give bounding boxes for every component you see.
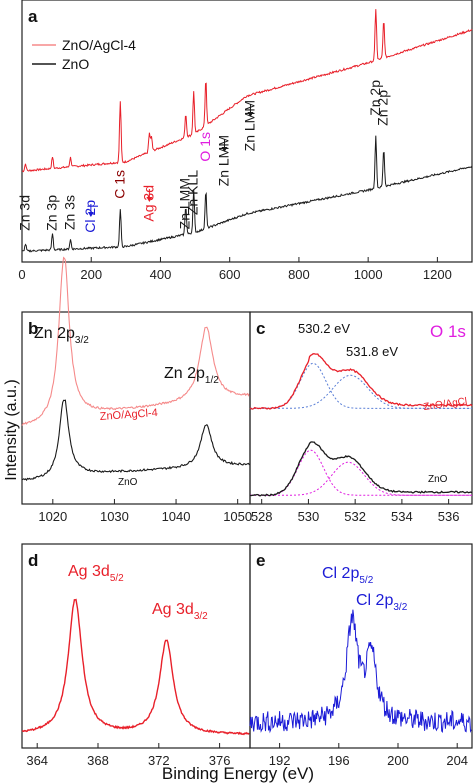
panel-a-xtick-label: 200	[80, 267, 102, 282]
panel-a-xtick-label: 1200	[423, 267, 452, 282]
panel-a-legend-label: ZnO/AgCl-4	[62, 37, 136, 53]
panel-b-series-line	[21, 399, 250, 482]
panel-e-peak-label: Cl 2p5/2	[322, 565, 374, 586]
panel-a-xtick-label: 0	[18, 267, 25, 282]
panel-d-frame	[21, 543, 251, 749]
panel-c-series-label: ZnO	[428, 474, 448, 485]
panel-e-xtick-label: 192	[269, 753, 291, 768]
panel-a-peak-annotation: O 1s	[197, 132, 213, 162]
panel-a-annotation-arrowhead	[146, 197, 153, 202]
panel-b-peak-label: Zn 2p3/2	[34, 325, 89, 346]
peak-label-main: Zn 2p	[34, 325, 75, 342]
panel-b-series-label: ZnO	[118, 477, 138, 488]
panel-d-series-line	[21, 598, 250, 736]
peak-label-main: Cl 2p	[356, 592, 393, 609]
panel-c-component-curve	[250, 362, 472, 409]
panel-a-xtick-label: 400	[150, 267, 172, 282]
panel-c-peak-annotation: 530.2 eV	[298, 321, 350, 336]
panel-a-peak-annotation: Zn 3s	[61, 195, 77, 230]
panel-a-annotation-arrowhead	[221, 147, 228, 152]
panel-c-xtick-label: 532	[344, 509, 366, 524]
panel-a-frame	[21, 0, 473, 263]
peak-label-sub: 3/2	[75, 335, 89, 346]
y-axis-label: Intensity (a.u.)	[3, 379, 20, 480]
peak-label-sub: 1/2	[205, 375, 219, 386]
panel-c-xtick-label: 536	[438, 509, 460, 524]
panel-a-peak-annotation: Zn 2p	[375, 90, 391, 126]
peak-label-sub: 5/2	[359, 575, 373, 586]
panel-e-xtick-label: 200	[387, 753, 409, 768]
panel-c-series-line	[249, 441, 473, 497]
panel-a-peak-annotation: Zn 3p	[43, 195, 59, 231]
peak-label-main: Ag 3d	[68, 563, 110, 580]
panel-a-series-line	[21, 9, 473, 173]
panel-a-peak-annotation: Ag 3d	[140, 185, 156, 222]
peak-label-main: Zn 2p	[164, 365, 205, 382]
panel-e-frame	[249, 543, 473, 749]
panel-b-xtick-label: 1030	[100, 509, 129, 524]
peak-label-sub: 3/2	[194, 611, 208, 622]
panel-c-peak-annotation: 531.8 eV	[346, 344, 398, 359]
panel-a-peak-annotation: Zn LMM	[216, 135, 232, 186]
panel-e-xtick-label: 196	[328, 753, 350, 768]
panel-e-series-line	[249, 609, 472, 734]
panel-a-peak-annotation: Zn LMM	[241, 100, 257, 151]
panel-c-label: c	[256, 319, 265, 338]
panel-d-xtick-label: 376	[209, 753, 231, 768]
panel-a-annotation-arrowhead	[87, 212, 94, 217]
peak-label-main: Ag 3d	[152, 601, 194, 618]
panel-b-xtick-label: 1020	[38, 509, 67, 524]
panel-a-peak-annotation: Zn LMM	[177, 178, 193, 229]
panel-a-xtick-label: 600	[219, 267, 241, 282]
panel-a-peak-annotation: C 1s	[111, 170, 127, 199]
peak-label-main: Cl 2p	[322, 565, 359, 582]
panel-c-component-curve	[250, 449, 472, 496]
panel-d-xtick-label: 364	[26, 753, 48, 768]
peak-label-sub: 5/2	[110, 573, 124, 584]
panel-a-xtick-label: 800	[288, 267, 310, 282]
panel-c-xtick-label: 530	[298, 509, 320, 524]
panel-d-xtick-label: 368	[87, 753, 109, 768]
panel-a-peak-annotation: Cl 2p	[82, 200, 98, 233]
panel-b-series-label: ZnO/AgCl-4	[99, 407, 158, 423]
panel-b-xtick-label: 1040	[162, 509, 191, 524]
panel-b-xtick-label: 1050	[223, 509, 252, 524]
panel-e-peak-label: Cl 2p3/2	[356, 592, 408, 613]
panel-c-component-curve	[250, 461, 472, 496]
panel-a-label: a	[28, 7, 38, 26]
panel-c-xtick-label: 534	[391, 509, 413, 524]
panel-c-xtick-label: 528	[251, 509, 273, 524]
panel-d-peak-label: Ag 3d3/2	[152, 601, 208, 622]
panel-a-series-line	[21, 135, 473, 253]
panel-a-legend-label: ZnO	[62, 56, 89, 72]
x-axis-label: Binding Energy (eV)	[162, 764, 314, 783]
panel-a-peak-annotation: Zn KLL	[185, 170, 201, 215]
panel-b-series-line	[21, 256, 250, 426]
panel-c-title: O 1s	[430, 322, 466, 341]
panel-a-annotation-arrowhead	[247, 112, 254, 117]
panel-c-component-curve	[250, 374, 472, 409]
panel-a-peak-annotation: Zn 2p	[367, 80, 383, 116]
panel-e-xtick-label: 204	[446, 753, 468, 768]
panel-a-peak-annotation: Zn 3d	[16, 195, 32, 231]
panel-c-series-line	[249, 353, 473, 410]
panel-d-xtick-label: 372	[148, 753, 170, 768]
peak-label-sub: 3/2	[393, 602, 407, 613]
panel-d-peak-label: Ag 3d5/2	[68, 563, 124, 584]
panel-b-label: b	[28, 319, 38, 338]
panel-e-label: e	[256, 551, 265, 570]
panel-d-label: d	[28, 551, 38, 570]
panel-c-series-label: ZnO/AgCl	[423, 396, 468, 413]
panel-a-xtick-label: 1000	[354, 267, 383, 282]
panel-b-peak-label: Zn 2p1/2	[164, 365, 219, 386]
